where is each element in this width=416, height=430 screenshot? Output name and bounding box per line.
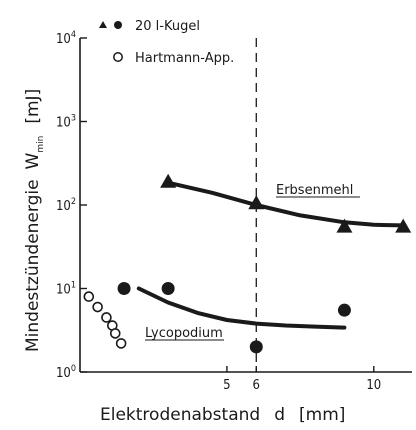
data-point-open-circle [109,328,121,339]
annotation-lycopodium: Lycopodium [145,326,223,341]
data-point-filled-circle [117,282,131,295]
data-point-filled-circle [161,282,175,295]
y-tick-base: 10 [56,116,71,131]
data-point-filled-circle [249,340,263,354]
data-point-triangle [395,218,412,233]
y-tick-label: 103 [56,114,76,131]
y-tick-base: 10 [56,199,71,214]
x-axis-variable: d [274,405,285,425]
y-axis-title: Mindestzündenergie Wmin [mJ] [23,89,46,352]
data-point-open-circle [83,291,95,302]
y-tick-label: 102 [56,197,76,214]
legend-label-hartmann: Hartmann-App. [135,51,234,66]
y-tick-base: 10 [56,366,71,381]
legend-item-20l-kugel: 20 l-Kugel [99,19,200,34]
legend-triangle-marker [99,21,107,28]
legend-item-hartmann: Hartmann-App. [113,51,234,66]
y-tick-exponent: 3 [71,114,76,124]
data-point-open-circle [101,312,112,323]
x-axis-unit: [mm] [299,405,345,425]
svg-text:MindestzündenergieWmin[mJ]: Mindestzündenergie Wmin [mJ] [23,89,46,352]
y-axis-unit: [mJ] [23,89,43,124]
data-point-triangle [160,173,177,188]
data-point-open-circle [115,338,127,349]
y-tick-exponent: 1 [71,281,76,291]
x-axis-label: Elektrodenabstand [100,405,260,425]
y-tick-label: 100 [56,364,76,381]
data-point-triangle [248,195,265,210]
y-tick-base: 10 [56,32,71,47]
trend-line-erbsenmehl [166,180,406,228]
y-tick-label: 104 [56,30,76,47]
y-tick-exponent: 4 [71,30,76,40]
x-axis-title: Elektrodenabstand d [mm] [100,405,345,425]
y-axis-variable-subscript: min [36,136,46,153]
data-point-triangle [336,218,353,233]
annotation-erbsenmehl: Erbsenmehl [276,183,353,198]
y-tick-label: 101 [56,281,76,298]
y-tick-exponent: 2 [71,197,76,207]
legend-open-circle-marker [113,52,123,62]
legend: 20 l-Kugel Hartmann-App. [99,19,234,66]
data-points [83,173,412,354]
trend-line-lycopodium [136,286,347,330]
legend-label-20l-kugel: 20 l-Kugel [135,19,200,34]
y-axis-label: Mindestzündenergie [23,179,43,352]
y-tick-base: 10 [56,283,71,298]
x-ticks: 5 6 10 [223,366,381,393]
data-point-open-circle [92,301,103,313]
x-tick-label: 6 [253,378,260,393]
data-point-filled-circle [337,303,351,317]
legend-filled-circle-marker [114,21,122,29]
y-axis-variable: W [23,152,43,169]
x-tick-label: 10 [366,378,381,393]
trend-lines [136,180,406,330]
y-tick-exponent: 0 [71,364,76,374]
x-tick-label: 5 [223,378,230,393]
